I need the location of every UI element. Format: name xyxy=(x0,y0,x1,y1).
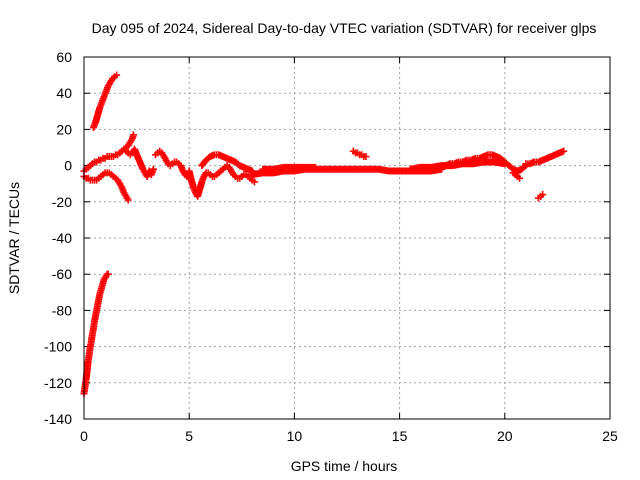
x-tick-label: 25 xyxy=(602,428,618,444)
data-point xyxy=(560,147,568,155)
y-axis-label: SDTVAR / TECUs xyxy=(6,182,22,294)
x-axis-label: GPS time / hours xyxy=(291,458,398,474)
data-point xyxy=(250,178,258,186)
grid-lines xyxy=(84,57,610,419)
y-tick-label: 20 xyxy=(56,121,72,137)
chart-title: Day 095 of 2024, Sidereal Day-to-day VTE… xyxy=(92,20,597,36)
y-tick-label: 40 xyxy=(56,85,72,101)
data-point xyxy=(362,153,370,161)
data-point xyxy=(104,270,112,278)
y-tick-label: -60 xyxy=(52,266,72,282)
y-tick-label: 0 xyxy=(64,158,72,174)
y-tick-label: -40 xyxy=(52,230,72,246)
y-tick-label: 60 xyxy=(56,49,72,65)
y-tick-label: -100 xyxy=(44,339,72,355)
x-tick-label: 10 xyxy=(287,428,303,444)
x-tick-label: 20 xyxy=(497,428,513,444)
data-point xyxy=(129,131,137,139)
data-point xyxy=(124,196,132,204)
data-point xyxy=(539,191,547,199)
plot-frame xyxy=(83,56,611,420)
data-point xyxy=(113,71,121,79)
axis-ticks: 0 5 10 15 20 25 -140 -120 -100 -80 -60 -40 -20 0 20 40 6… xyxy=(44,49,618,444)
data-point xyxy=(501,160,509,168)
y-tick-label: -80 xyxy=(52,302,72,318)
x-tick-label: 15 xyxy=(392,428,408,444)
data-point xyxy=(149,165,157,173)
data-point xyxy=(311,163,319,171)
x-tick-label: 5 xyxy=(185,428,193,444)
data-points xyxy=(80,71,568,398)
y-tick-label: -120 xyxy=(44,375,72,391)
data-point xyxy=(516,174,524,182)
x-tick-label: 0 xyxy=(80,428,88,444)
y-tick-label: -20 xyxy=(52,194,72,210)
y-tick-label: -140 xyxy=(44,411,72,427)
